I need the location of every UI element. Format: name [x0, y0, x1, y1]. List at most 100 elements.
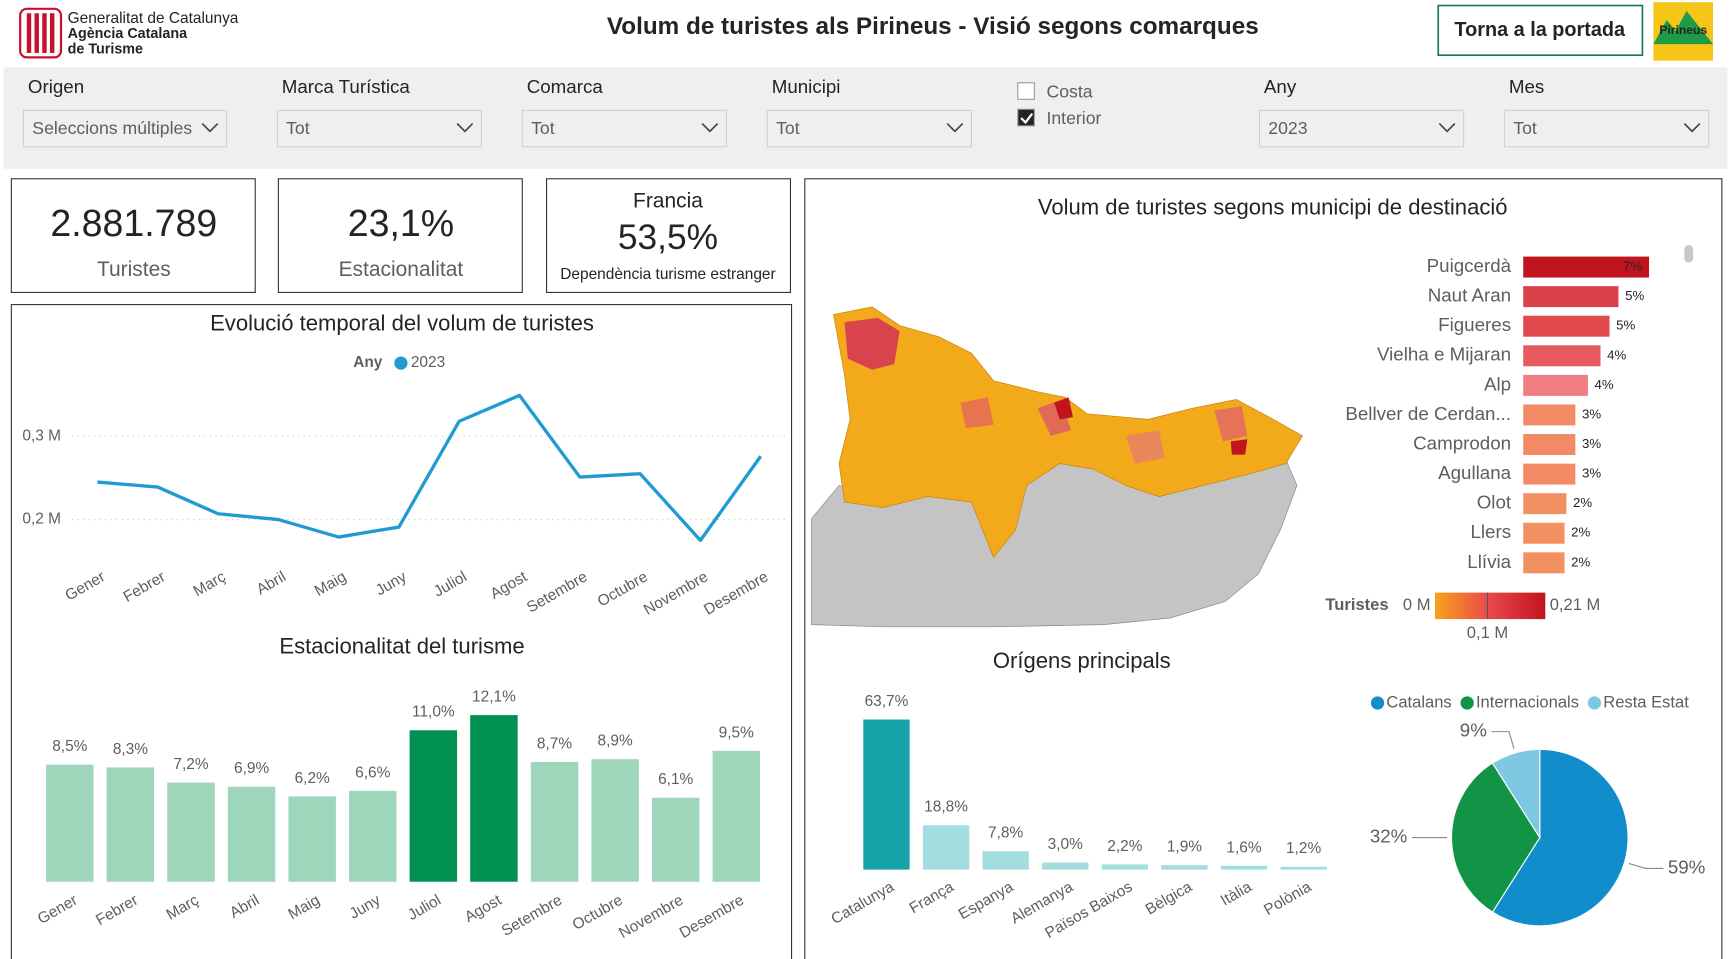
value-label: 2% [1571, 554, 1590, 569]
value-label: 8,3% [113, 741, 148, 758]
value-label: 6,2% [295, 770, 330, 787]
y-tick-label: Agullana [1438, 462, 1512, 483]
chevron [201, 123, 219, 133]
bar [106, 767, 155, 882]
legend-marker [394, 356, 408, 370]
value-label: 9,5% [719, 724, 754, 741]
bar [1220, 865, 1268, 870]
pie-slice [1491, 748, 1629, 927]
kpi-title: Francia [633, 189, 703, 212]
y-tick-label: Llers [1470, 521, 1511, 542]
legend-title: Any [353, 354, 383, 371]
chevron [456, 123, 474, 133]
chevron [1683, 123, 1701, 133]
value-label: 63,7% [865, 693, 909, 710]
dropdown[interactable] [766, 109, 972, 148]
bar [591, 759, 639, 882]
kpi-card [277, 178, 523, 293]
chart-title: Volum de turistes segons municipi de des… [1038, 194, 1508, 219]
value-label: 6,1% [658, 771, 693, 788]
chart-title: Evolució temporal del volum de turistes [210, 310, 594, 335]
value-label: 4% [1607, 347, 1626, 362]
pie-slice [1451, 762, 1541, 913]
scale-label: 0,1 M [1467, 623, 1508, 642]
chevron [1438, 123, 1456, 133]
value-label: 6,6% [355, 764, 390, 781]
legend-marker [1587, 696, 1602, 710]
home-button[interactable]: Torna a la portada [1437, 4, 1644, 57]
line-series [97, 393, 763, 543]
bar [1523, 374, 1588, 396]
y-tick-label: Vielha e Mijaran [1377, 344, 1511, 365]
filter-label: Any [1264, 76, 1297, 97]
logo-stripe [49, 13, 55, 53]
value-label: 32% [1370, 826, 1408, 847]
value-label: 18,8% [924, 799, 968, 816]
dropdown[interactable] [22, 109, 228, 148]
bar [530, 761, 579, 882]
y-tick-label: Figueres [1438, 314, 1511, 335]
value-label: 7,2% [173, 756, 208, 773]
chevron [701, 123, 719, 133]
bar [651, 797, 700, 882]
map-region [844, 317, 900, 370]
button-frame[interactable] [1437, 4, 1644, 57]
checkbox-label: Interior [1046, 108, 1101, 128]
scrollbar[interactable] [1684, 244, 1694, 263]
dropdown[interactable] [276, 109, 483, 148]
value-label: 8,7% [537, 735, 572, 752]
y-tick-label: Naut Aran [1428, 285, 1511, 306]
checkbox[interactable] [1017, 108, 1035, 127]
value-label: 5% [1625, 288, 1644, 303]
checkmark [1020, 113, 1034, 125]
legend-label: Catalans [1386, 692, 1451, 711]
bar [409, 730, 458, 882]
bar [922, 825, 970, 870]
bar [470, 715, 518, 882]
dropdown[interactable] [1503, 109, 1710, 148]
value-label: 2,2% [1107, 838, 1142, 855]
checkbox-label: Costa [1046, 81, 1092, 101]
value-label: 8,5% [52, 738, 87, 755]
logo-text: Generalitat de Catalunya [68, 10, 239, 27]
bar [712, 750, 760, 882]
checkbox[interactable] [1017, 82, 1035, 100]
scale-label: 0,21 M [1550, 595, 1601, 614]
map-region [1230, 439, 1248, 455]
page-title: Volum de turistes als Pirineus - Visió s… [607, 13, 1259, 40]
legend-marker [1370, 696, 1385, 710]
legend-label: Internacionals [1476, 692, 1579, 711]
map-region [1125, 430, 1165, 464]
logo-text: Agència Catalana [68, 26, 188, 42]
dropdown[interactable] [1258, 109, 1465, 148]
chart-title: Orígens principals [993, 648, 1171, 673]
filter-label: Comarca [527, 76, 604, 97]
value-label: 1,6% [1226, 839, 1261, 856]
bar [1523, 463, 1576, 485]
dropdown-value: Tot [531, 118, 555, 138]
y-tick-label: 0,3 M [22, 427, 61, 444]
map-region [960, 397, 994, 429]
bar [46, 764, 94, 882]
bar [1523, 286, 1619, 308]
bar [288, 796, 336, 882]
filter-label: Marca Turística [282, 76, 411, 97]
bar [1161, 865, 1208, 870]
logo-text: de Turisme [68, 41, 143, 57]
badge: Pirineus [1653, 2, 1714, 61]
value-label: 59% [1668, 856, 1706, 877]
value-label: 1,2% [1286, 840, 1321, 857]
bar [1523, 256, 1650, 278]
logo: Generalitat de Catalunya Agència Catalan… [19, 7, 239, 59]
kpi-card [10, 178, 256, 293]
bar [1101, 864, 1149, 870]
color-scale [1434, 592, 1546, 620]
value-label: 3,0% [1048, 836, 1083, 853]
button-label[interactable]: Torna a la portada [1454, 19, 1626, 41]
kpi-value: 2.881.789 [50, 202, 217, 244]
legend-title: Turistes [1325, 595, 1388, 614]
dropdown-value: 2023 [1268, 118, 1307, 138]
dropdown[interactable] [521, 109, 728, 148]
filter-label: Municipi [772, 76, 841, 97]
